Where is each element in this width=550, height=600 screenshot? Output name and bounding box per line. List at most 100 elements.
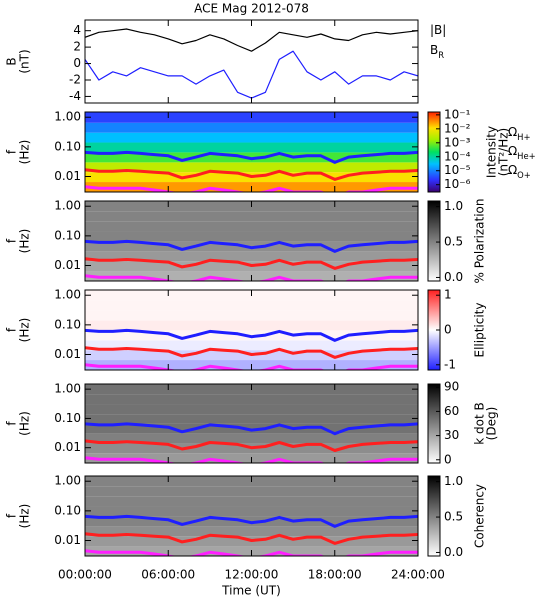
x-tick-label: 18:00:00 — [308, 568, 362, 582]
colorbar-tick-label: 30 — [444, 428, 459, 442]
legend-entry-main: B — [430, 43, 438, 57]
colorbar-label: % Polarization — [473, 199, 487, 284]
colorbar-tick-label: 90 — [444, 380, 459, 394]
colorbar-tick-label: 0 — [444, 452, 452, 466]
y-axis-label: f — [5, 513, 19, 518]
x-tick-label: 12:00:00 — [225, 568, 279, 582]
colorbar-label: Coherency — [473, 484, 487, 548]
legend-entry-sub: R — [438, 50, 444, 60]
heatmap-cell — [85, 162, 418, 173]
y-tick-label: 0.01 — [54, 169, 81, 183]
colorbar-tick-label: 1 — [444, 288, 452, 302]
colorbar — [427, 475, 441, 557]
series-line — [85, 274, 418, 281]
colorbar-tick-label: 1.0 — [444, 474, 463, 488]
y-axis-label: (Hz) — [18, 229, 32, 254]
series-line — [85, 257, 418, 270]
legend-entry: |B| — [430, 23, 446, 37]
y-tick-label: 0.01 — [54, 440, 81, 454]
heatmap-cell — [85, 414, 418, 424]
legend-entry: ΩHe+ — [508, 144, 536, 161]
colorbar-tick-label: 10⁻² — [444, 121, 471, 135]
legend-entry: BR — [430, 43, 444, 60]
heatmap-cell — [85, 142, 418, 153]
legend-entry-sub: He+ — [517, 151, 535, 161]
heatmap-cell — [85, 486, 418, 497]
series-line — [85, 363, 418, 370]
y-tick-label: 0.10 — [54, 139, 81, 153]
colorbar-tick-label: 10⁻³ — [444, 135, 471, 149]
y-tick-label: 1.00 — [54, 288, 81, 302]
series-line — [85, 150, 418, 164]
y-tick-label: 0.01 — [54, 258, 81, 272]
y-axis-label: (nT) — [18, 49, 32, 73]
series-line — [85, 168, 418, 181]
colorbar-label: (Deg) — [485, 407, 499, 441]
heatmap-cell — [85, 310, 418, 321]
series-line — [85, 239, 418, 253]
y-axis-label: (Hz) — [18, 411, 32, 436]
y-tick-label: 0.01 — [54, 533, 81, 547]
colorbar-tick-label: 10⁻⁵ — [444, 163, 471, 177]
colorbar-label: Ellipticity — [473, 303, 487, 358]
series-line — [85, 532, 418, 545]
series-line — [85, 50, 418, 99]
heatmap-cell — [85, 526, 418, 537]
heatmap-cell — [85, 251, 418, 262]
chart-title: ACE Mag 2012-078 — [194, 2, 309, 16]
colorbar — [427, 200, 441, 282]
heatmap-cell — [85, 132, 418, 143]
y-axis-label: f — [5, 421, 19, 426]
y-tick-label: 0.01 — [54, 347, 81, 361]
y-axis-label: B — [5, 57, 19, 65]
heatmap-cell — [85, 496, 418, 507]
x-tick-label: 24:00:00 — [391, 568, 445, 582]
heatmap-cell — [85, 231, 418, 242]
colorbar-label: k dot B — [473, 402, 487, 444]
y-tick-label: 0.10 — [54, 228, 81, 242]
legend-entry: ΩO+ — [508, 163, 531, 180]
y-tick-label: 1.00 — [54, 474, 81, 488]
y-axis-label: f — [5, 149, 19, 154]
legend-entry-main: |B| — [430, 23, 446, 37]
y-axis-label: (Hz) — [18, 140, 32, 165]
y-tick-label: 1.00 — [54, 110, 81, 124]
y-tick-label: 0.10 — [54, 411, 81, 425]
x-tick-label: 06:00:00 — [141, 568, 195, 582]
y-tick-label: -2 — [69, 72, 81, 86]
heatmap-cell — [85, 300, 418, 311]
plot-frame — [84, 19, 419, 104]
colorbar-tick-label: 0 — [444, 323, 452, 337]
series-line — [85, 28, 418, 52]
heatmap-cell — [85, 122, 418, 133]
y-axis-label: (Hz) — [18, 318, 32, 343]
y-axis-label: f — [5, 238, 19, 243]
series-line — [85, 346, 418, 359]
y-tick-label: 1.00 — [54, 199, 81, 213]
x-axis-label: Time (UT) — [221, 584, 281, 598]
y-tick-label: 0.10 — [54, 503, 81, 517]
series-line — [85, 549, 418, 556]
heatmap-cell — [85, 320, 418, 331]
heatmap-cell — [85, 506, 418, 517]
y-axis-label: f — [5, 327, 19, 332]
legend-entry: ΩH+ — [508, 125, 531, 142]
series-line — [85, 439, 418, 452]
colorbar-tick-label: 0.5 — [444, 510, 463, 524]
legend-entry-sub: H+ — [517, 132, 530, 142]
colorbar — [427, 383, 441, 464]
heatmap-cell — [85, 404, 418, 415]
heatmap-cell — [85, 394, 418, 405]
x-tick-label: 00:00:00 — [58, 568, 112, 582]
heatmap-cell — [85, 221, 418, 232]
colorbar — [427, 111, 441, 193]
colorbar-tick-label: 0.0 — [444, 545, 463, 559]
series-line — [85, 456, 418, 463]
colorbar-tick-label: 1.0 — [444, 199, 463, 213]
heatmap-cell — [85, 433, 418, 444]
series-line — [85, 328, 418, 342]
colorbar-tick-label: 10⁻⁴ — [444, 149, 471, 163]
colorbar-label: (nT²/Hz) — [497, 128, 511, 176]
legend-entry-main: Ω — [508, 163, 517, 177]
